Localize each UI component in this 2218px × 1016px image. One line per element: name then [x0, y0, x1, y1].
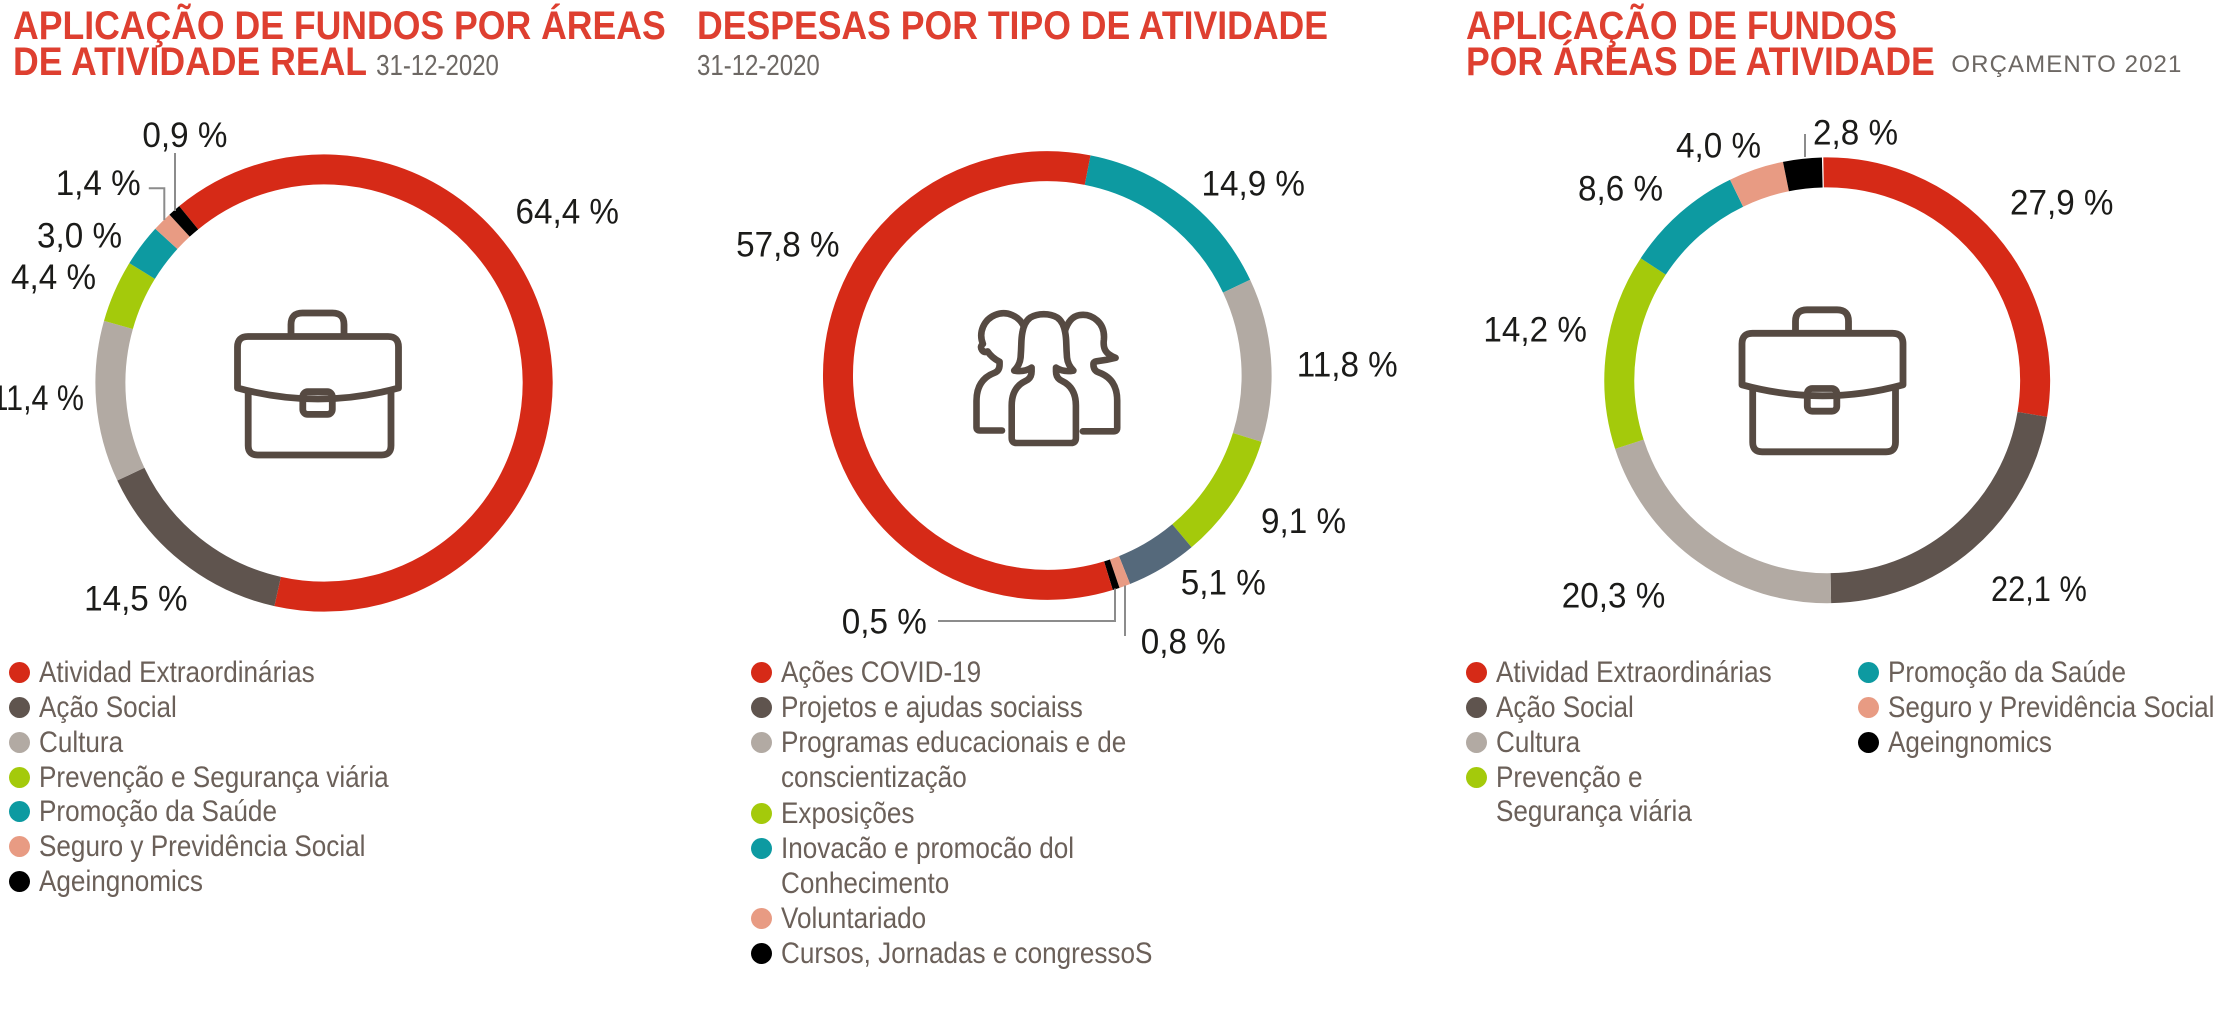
- svg-text:8,6 %: 8,6 %: [1578, 170, 1663, 209]
- svg-text:9,1 %: 9,1 %: [1261, 502, 1346, 541]
- svg-text:0,9 %: 0,9 %: [142, 116, 227, 155]
- svg-text:14,9 %: 14,9 %: [1202, 165, 1305, 204]
- svg-text:4,0 %: 4,0 %: [1676, 127, 1761, 166]
- svg-text:11,4 %: 11,4 %: [0, 378, 84, 417]
- svg-text:2,8 %: 2,8 %: [1813, 114, 1898, 153]
- svg-text:27,9 %: 27,9 %: [2010, 184, 2113, 223]
- svg-text:14,5 %: 14,5 %: [84, 580, 187, 619]
- svg-text:5,1 %: 5,1 %: [1181, 564, 1266, 603]
- svg-text:0,5 %: 0,5 %: [842, 603, 927, 642]
- svg-text:20,3 %: 20,3 %: [1562, 577, 1665, 616]
- svg-text:22,1 %: 22,1 %: [1991, 569, 2087, 608]
- svg-text:0,8 %: 0,8 %: [1141, 623, 1226, 662]
- svg-text:14,2 %: 14,2 %: [1483, 311, 1586, 350]
- svg-text:1,4 %: 1,4 %: [56, 164, 141, 203]
- svg-text:11,8 %: 11,8 %: [1297, 346, 1398, 385]
- svg-text:57,8 %: 57,8 %: [736, 226, 839, 265]
- svg-text:3,0 %: 3,0 %: [37, 217, 122, 256]
- svg-text:4,4 %: 4,4 %: [11, 258, 96, 297]
- svg-text:64,4 %: 64,4 %: [516, 193, 619, 232]
